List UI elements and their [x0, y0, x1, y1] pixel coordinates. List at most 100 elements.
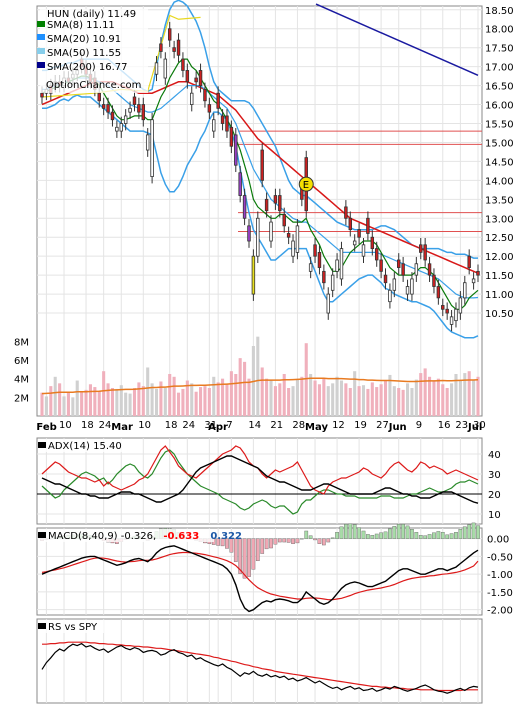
- candle-body: [282, 214, 286, 227]
- macd-legend: MACD(8,40,9) -0.326, -0.633 0.322: [38, 529, 242, 542]
- volume-bar: [216, 382, 220, 416]
- macd-histogram-bar: [392, 526, 397, 539]
- candle-body: [374, 248, 379, 261]
- volume-bar: [150, 383, 154, 416]
- macd-tick-label: 0.00: [487, 535, 509, 546]
- legend-swatch-sma200: [37, 62, 45, 68]
- volume-bar: [441, 384, 445, 416]
- di-plus-line: [41, 449, 479, 515]
- volume-bar: [163, 388, 167, 416]
- month-label: Jul: [467, 422, 482, 433]
- volume-bar: [322, 378, 326, 416]
- macd-histogram-bar: [467, 524, 472, 539]
- candle-body: [335, 259, 339, 272]
- macd-histogram-bar: [388, 528, 392, 539]
- candle-body: [379, 259, 383, 272]
- candle-body: [322, 270, 326, 284]
- volume-bar: [212, 376, 216, 416]
- legend-sma20: SMA(20) 10.91: [47, 34, 121, 45]
- candle-body: [203, 88, 207, 102]
- di-minus-line: [41, 445, 479, 495]
- macd-histogram-bar: [277, 538, 282, 543]
- candle-body: [234, 134, 238, 166]
- candle-body: [291, 240, 295, 257]
- macd-histogram-bar: [273, 538, 278, 545]
- macd-histogram-bar: [286, 538, 291, 543]
- macd-histogram-bar: [299, 538, 304, 540]
- macd-value-blue: 0.322: [210, 531, 242, 542]
- rs-legend: RS vs SPY: [38, 620, 104, 633]
- date-label: 14: [248, 420, 261, 431]
- candle-body: [212, 119, 216, 132]
- candle-body: [225, 115, 229, 132]
- legend-swatch-sma50: [37, 48, 45, 54]
- candle-body: [115, 126, 119, 132]
- macd-histogram-bar: [462, 526, 467, 539]
- candle-body: [220, 115, 225, 124]
- date-label: 21: [270, 420, 283, 431]
- price-tick-label: 16.50: [485, 82, 514, 93]
- volume-bar: [436, 378, 440, 416]
- macd-tick-label: -1.50: [487, 588, 513, 599]
- volume-bar: [229, 371, 233, 416]
- volume-bar: [207, 388, 211, 416]
- candle-body: [137, 104, 141, 113]
- volume-bar: [256, 336, 260, 416]
- candle-body: [370, 236, 375, 250]
- price-tick-label: 14.50: [485, 157, 514, 168]
- volume-bar: [361, 385, 366, 416]
- volume-bar: [146, 367, 150, 416]
- macd-tick-label: -0.50: [487, 552, 513, 563]
- candle-body: [458, 297, 463, 314]
- macd-histogram-bar: [339, 526, 344, 539]
- candle-body: [445, 308, 449, 314]
- candle-body: [273, 195, 278, 204]
- volume-bar: [106, 383, 110, 416]
- macd-histogram-bar: [326, 538, 331, 543]
- macd-histogram-bar: [238, 538, 243, 574]
- macd-histogram-bar: [476, 525, 480, 539]
- macd-histogram-bar: [308, 535, 313, 539]
- volume-bar: [119, 385, 123, 416]
- volume-bar: [115, 388, 119, 416]
- candle-body: [313, 244, 317, 257]
- price-tick-label: 18.00: [485, 25, 514, 36]
- volume-bar: [159, 381, 163, 416]
- macd-histogram-bar: [216, 538, 221, 546]
- volume-bar: [335, 376, 339, 416]
- rs-title: RS vs SPY: [48, 622, 98, 633]
- candle-body: [176, 39, 181, 56]
- volume-bar: [49, 386, 53, 416]
- candle-body: [308, 263, 313, 272]
- macd-histogram-bar: [348, 523, 353, 539]
- adx-line: [41, 455, 479, 504]
- volume-bar: [247, 378, 251, 416]
- macd-histogram-bar: [374, 533, 379, 539]
- candle-body: [344, 206, 348, 219]
- date-label: 9: [416, 420, 422, 431]
- rs-line: [41, 642, 479, 694]
- event-marker-label: E: [303, 180, 309, 191]
- macd-histogram-bar: [317, 538, 322, 544]
- macd-histogram-bar: [322, 538, 326, 546]
- volume-bar: [53, 376, 57, 416]
- macd-histogram-bar: [361, 530, 366, 539]
- candle-body: [198, 70, 203, 87]
- candle-body: [410, 278, 414, 295]
- volume-bar: [181, 388, 185, 416]
- candle-body: [251, 255, 256, 295]
- macd-histogram-bar: [233, 538, 238, 562]
- candle-body: [388, 289, 392, 303]
- volume-bar: [397, 388, 401, 416]
- date-label: 30: [473, 420, 486, 431]
- macd-histogram-bar: [335, 532, 339, 539]
- volume-bar: [375, 387, 379, 416]
- volume-bar: [300, 376, 304, 416]
- candle-body: [441, 305, 445, 310]
- macd-histogram-bar: [295, 538, 300, 544]
- adx-title: ADX(14) 15.40: [48, 441, 122, 452]
- volume-bar: [269, 380, 273, 416]
- candle-body: [317, 251, 322, 268]
- volume-bar: [88, 384, 92, 416]
- price-tick-label: 12.00: [485, 252, 514, 263]
